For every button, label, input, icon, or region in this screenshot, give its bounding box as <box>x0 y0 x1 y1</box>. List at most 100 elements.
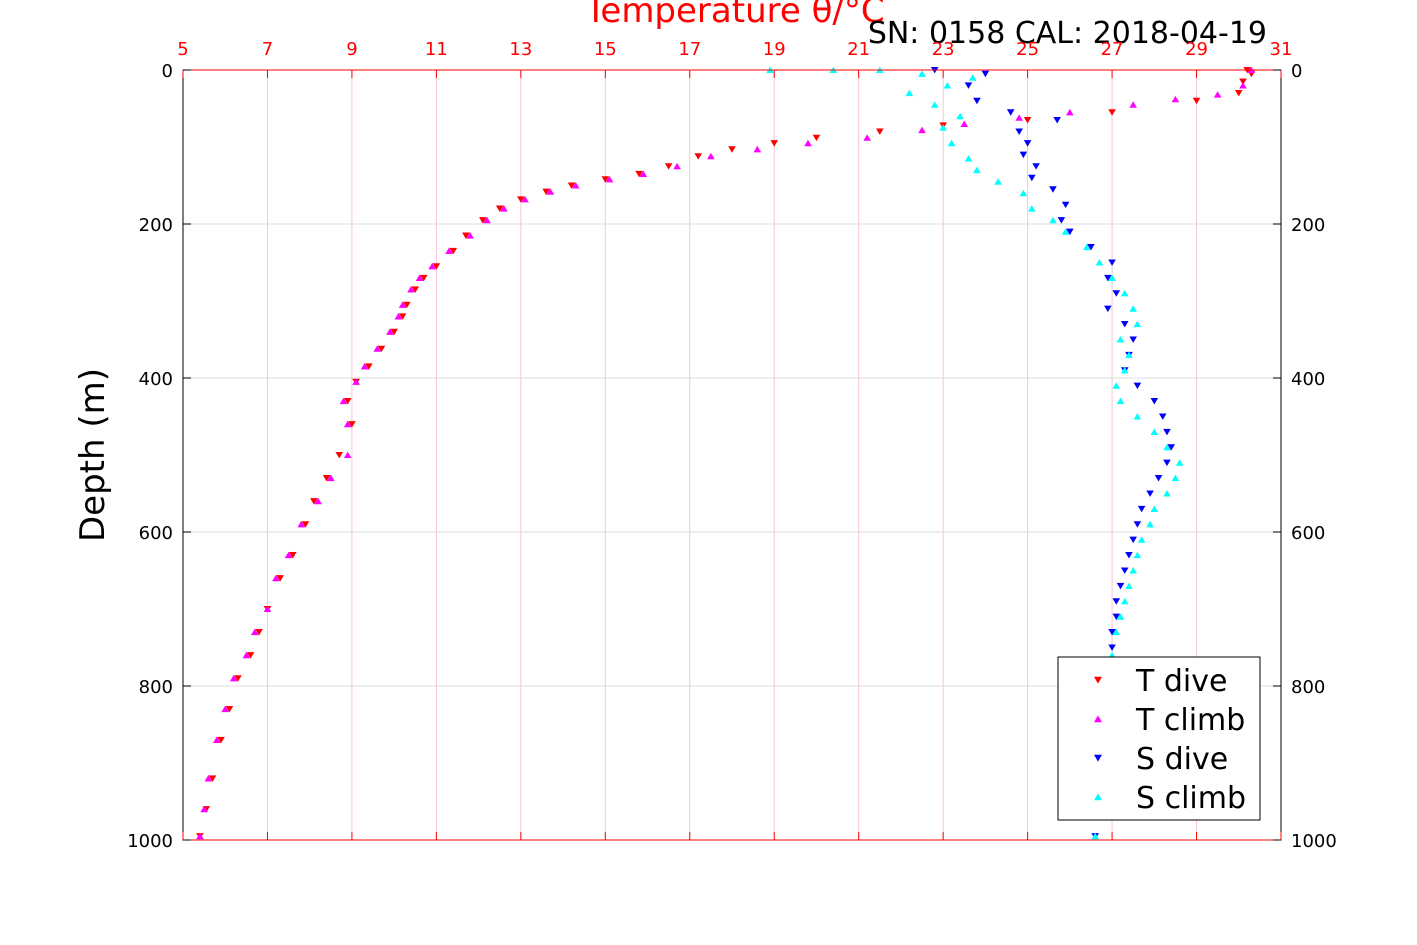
y-axis-label: Depth (m) <box>73 368 113 542</box>
data-point <box>960 120 969 127</box>
data-point <box>225 706 234 713</box>
data-point <box>322 475 331 482</box>
data-point <box>1163 490 1171 497</box>
y-tick-label-left: 600 <box>139 523 173 544</box>
data-point <box>707 152 715 160</box>
data-point <box>1163 459 1171 467</box>
y-tick-label-right: 200 <box>1291 215 1325 236</box>
data-point <box>263 605 272 613</box>
data-point <box>250 628 259 636</box>
legend-marker <box>1094 715 1102 723</box>
data-point <box>208 775 217 782</box>
data-point <box>462 232 470 239</box>
data-point <box>1120 567 1129 574</box>
y-tick-label-right: 800 <box>1291 677 1325 698</box>
y-tick-label-right: 400 <box>1291 369 1325 390</box>
data-point <box>1023 117 1032 124</box>
data-point <box>1116 336 1125 343</box>
x-tick-label: 5 <box>177 39 188 60</box>
data-point <box>1108 109 1116 116</box>
data-point <box>314 497 322 505</box>
data-point <box>1133 521 1142 528</box>
data-point <box>415 274 424 281</box>
data-point <box>432 263 441 270</box>
data-point <box>753 145 762 153</box>
data-point <box>812 134 821 142</box>
y-tick-label-left: 1000 <box>127 831 173 852</box>
x-tick-label: 19 <box>763 39 786 60</box>
data-point <box>255 629 263 636</box>
data-point <box>1129 536 1137 544</box>
data-point <box>981 70 990 78</box>
data-point <box>398 301 407 308</box>
data-point <box>1116 613 1125 620</box>
data-point <box>1150 398 1159 405</box>
data-point <box>390 328 398 336</box>
data-point <box>1146 490 1154 497</box>
x-tick-label: 31 <box>1270 39 1293 60</box>
legend-box <box>1057 656 1261 821</box>
data-point <box>1032 163 1040 170</box>
data-point <box>930 101 939 108</box>
data-point <box>1192 97 1201 105</box>
data-point <box>1087 244 1095 251</box>
data-point <box>1133 382 1142 390</box>
data-point <box>242 651 251 659</box>
data-point <box>386 328 394 335</box>
legend-entry: T dive <box>1135 664 1227 699</box>
legend-marker <box>1094 793 1102 801</box>
data-point <box>301 521 310 528</box>
data-point <box>542 188 550 196</box>
data-point <box>1023 140 1032 147</box>
data-point <box>276 575 284 582</box>
data-point <box>1015 128 1023 136</box>
data-point <box>373 345 382 352</box>
data-point <box>943 81 952 89</box>
data-point <box>1133 413 1142 420</box>
data-point <box>1066 228 1074 236</box>
data-point <box>905 89 914 97</box>
data-point <box>968 74 977 81</box>
data-point <box>407 286 415 293</box>
data-point <box>403 301 411 309</box>
x-tick-label: 15 <box>594 39 617 60</box>
data-point <box>1150 505 1159 512</box>
data-point <box>234 675 242 682</box>
data-point <box>1129 336 1137 343</box>
data-point <box>419 274 428 282</box>
x-tick-label: 27 <box>1101 39 1124 60</box>
legend-marker <box>1094 754 1102 762</box>
y-tick-label-right: 1000 <box>1291 831 1337 852</box>
data-point <box>1129 305 1137 312</box>
data-point <box>394 312 403 320</box>
data-point <box>1158 413 1167 420</box>
legend-entry: S dive <box>1136 742 1228 777</box>
data-point <box>1167 444 1175 451</box>
data-point <box>1057 217 1066 224</box>
data-point <box>571 182 580 189</box>
data-point <box>398 313 407 320</box>
data-point <box>521 195 529 203</box>
data-point <box>1049 216 1057 224</box>
y-tick-label-left: 800 <box>139 677 173 698</box>
data-point <box>445 247 453 254</box>
data-point <box>1239 81 1247 89</box>
legend-marker <box>1094 676 1102 684</box>
data-point <box>348 421 356 428</box>
data-point <box>1104 274 1112 282</box>
data-point <box>694 153 703 160</box>
data-point <box>956 112 964 120</box>
x-tick-label: 25 <box>1016 39 1039 60</box>
data-point <box>1108 259 1116 266</box>
data-point <box>1053 117 1061 124</box>
data-point <box>1091 832 1099 840</box>
data-point <box>284 551 293 559</box>
data-point <box>1171 95 1180 103</box>
data-point <box>517 196 525 203</box>
y-tick-label-right: 0 <box>1291 61 1302 82</box>
data-point <box>1112 382 1121 389</box>
data-point <box>343 398 352 405</box>
data-point <box>327 474 335 482</box>
data-point <box>272 574 280 582</box>
